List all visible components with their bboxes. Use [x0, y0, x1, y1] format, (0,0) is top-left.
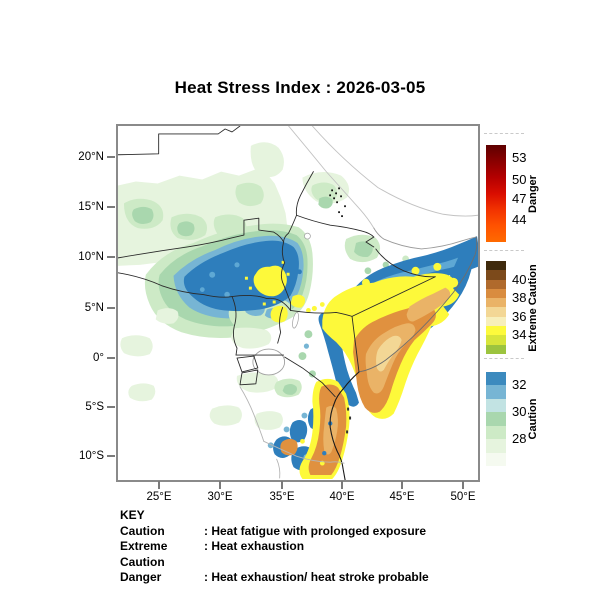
colorbar-tick-label: 44: [512, 211, 527, 227]
legend-separator: [484, 358, 524, 359]
colorbar-tick-label: 30: [512, 404, 527, 420]
colorbar-segment: [486, 326, 506, 336]
colorbar-title-danger: Danger: [527, 174, 539, 213]
colorbar-tick-label: 34: [512, 327, 527, 343]
colorbar-segment: [486, 344, 506, 354]
key-term: Caution: [120, 523, 165, 538]
x-tick-label: 30°E: [207, 491, 233, 503]
colorbar-segment: [486, 288, 506, 299]
colorbar-segment: [486, 307, 506, 317]
colorbar-segment: [486, 452, 506, 466]
colorbar-tick-label: 28: [512, 431, 527, 447]
key-row: Caution : Heat fatigue with prolonged exp…: [120, 524, 429, 540]
colorbar-segment: [486, 425, 506, 440]
colorbar-tick-label: 32: [512, 377, 527, 393]
x-tick-mark: [462, 481, 464, 489]
raster-extreme-caution-regions: [244, 260, 460, 480]
colorbar-segment: [486, 298, 506, 308]
masked-points: [329, 187, 352, 434]
key-term: Extreme Caution: [120, 539, 168, 569]
x-tick-mark: [341, 481, 343, 489]
heat-stress-map: [118, 126, 478, 480]
colorbar-title-extreme-caution: Extreme Caution: [527, 263, 539, 352]
y-tick-label: 5°N: [84, 302, 104, 314]
map-frame: [116, 124, 480, 482]
key-term: Danger: [120, 570, 162, 584]
y-tick-label: 20°N: [78, 151, 104, 163]
y-tick-label: 10°S: [78, 450, 104, 462]
y-tick-mark: [107, 357, 115, 359]
x-tick-label: 45°E: [389, 491, 415, 503]
colorbar-tick-label: 40: [512, 271, 527, 287]
legend-separator: [484, 250, 524, 251]
x-tick-mark: [281, 481, 283, 489]
x-tick-label: 50°E: [450, 491, 476, 503]
colorbar-segment: [486, 261, 506, 271]
colorbar-danger: [486, 145, 506, 242]
colorbar-caution: [486, 372, 506, 466]
country-borders: [118, 126, 436, 398]
key-heading: KEY: [120, 508, 145, 522]
colorbar-segment: [486, 316, 506, 327]
colorbar-tick-label: 36: [512, 308, 527, 324]
key-block: KEY Caution : Heat fatigue with prolonged…: [120, 508, 429, 586]
coastlines: [239, 126, 478, 480]
colorbar-segment: [486, 270, 506, 280]
key-description: : Heat exhaustion: [204, 539, 305, 553]
colorbar-tick-label: 38: [512, 290, 527, 306]
key-row: Extreme Caution : Heat exhaustion: [120, 539, 429, 570]
colorbar-segment: [486, 335, 506, 345]
colorbar-tick-label: 50: [512, 172, 527, 188]
key-description: : Heat exhaustion/ heat stroke probable: [204, 570, 429, 584]
y-tick-mark: [107, 455, 115, 457]
colorbar-segment: [486, 279, 506, 289]
y-tick-mark: [107, 256, 115, 258]
colorbar-tick-label: 53: [512, 149, 527, 165]
x-tick-label: 25°E: [146, 491, 172, 503]
lakes: [252, 232, 311, 376]
colorbar-segment: [486, 412, 506, 426]
y-tick-label: 5°S: [85, 401, 104, 413]
y-tick-mark: [107, 406, 115, 408]
x-tick-mark: [219, 481, 221, 489]
page-title: Heat Stress Index : 2026-03-05: [174, 78, 426, 97]
colorbar-segment: [486, 439, 506, 453]
x-tick-mark: [401, 481, 403, 489]
x-tick-label: 40°E: [329, 491, 355, 503]
y-tick-mark: [107, 307, 115, 309]
colorbar-tick-label: 47: [512, 191, 527, 207]
colorbar-segment: [486, 385, 506, 399]
colorbar-segment: [486, 372, 506, 386]
y-tick-mark: [107, 156, 115, 158]
y-tick-label: 15°N: [78, 201, 104, 213]
key-description: : Heat fatigue with prolonged exposure: [204, 523, 427, 538]
x-tick-mark: [158, 481, 160, 489]
key-row: Danger : Heat exhaustion/ heat stroke pro…: [120, 570, 429, 586]
x-tick-label: 35°E: [269, 491, 295, 503]
colorbar-segment: [486, 398, 506, 413]
colorbar-extreme-caution: [486, 261, 506, 354]
legend-separator: [484, 133, 524, 134]
y-tick-mark: [107, 206, 115, 208]
y-tick-label: 0°: [93, 352, 104, 364]
y-tick-label: 10°N: [78, 251, 104, 263]
colorbar-title-caution: Caution: [527, 398, 539, 440]
